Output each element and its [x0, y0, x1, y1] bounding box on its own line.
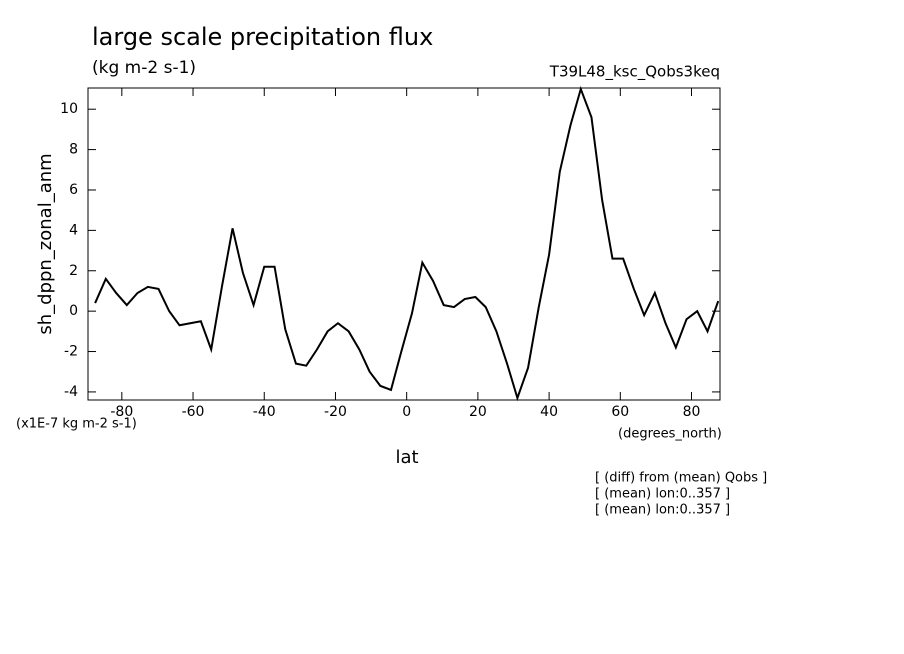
x-tick-label: -40 — [253, 404, 276, 420]
y-units: (x1E-7 kg m-2 s-1) — [16, 417, 137, 432]
x-tick-label: 40 — [540, 404, 558, 420]
y-tick-label: 4 — [69, 222, 78, 238]
y-tick-label: -4 — [64, 384, 78, 400]
x-tick-label: -60 — [182, 404, 205, 420]
x-tick-label: -20 — [324, 404, 347, 420]
x-tick-label: 60 — [611, 404, 629, 420]
y-tick-label: -2 — [64, 344, 78, 360]
x-axis-label: lat — [395, 447, 418, 468]
x-units: (degrees_north) — [618, 427, 722, 442]
y-tick-label: 8 — [69, 142, 78, 158]
note: [ (mean) lon:0..357 ] — [595, 487, 730, 502]
chart-subtitle: (kg m-2 s-1) — [92, 58, 196, 78]
y-tick-label: 6 — [69, 182, 78, 198]
note: [ (mean) lon:0..357 ] — [595, 503, 730, 518]
y-tick-label: 10 — [60, 101, 78, 117]
x-tick-label: 0 — [402, 404, 411, 420]
x-tick-label: 20 — [469, 404, 487, 420]
y-axis-label: sh_dppn_zonal_anm — [35, 153, 56, 334]
y-tick-label: 2 — [69, 263, 78, 279]
x-tick-label: 80 — [683, 404, 701, 420]
y-tick-label: 0 — [69, 303, 78, 319]
note: [ (diff) from (mean) Qobs ] — [595, 471, 767, 486]
data-line — [94, 85, 720, 402]
chart-title: large scale precipitation flux — [92, 23, 433, 51]
plot-frame — [87, 87, 721, 401]
run-label: T39L48_ksc_Qobs3keq — [549, 63, 720, 82]
x-tick-label: -80 — [110, 404, 133, 420]
